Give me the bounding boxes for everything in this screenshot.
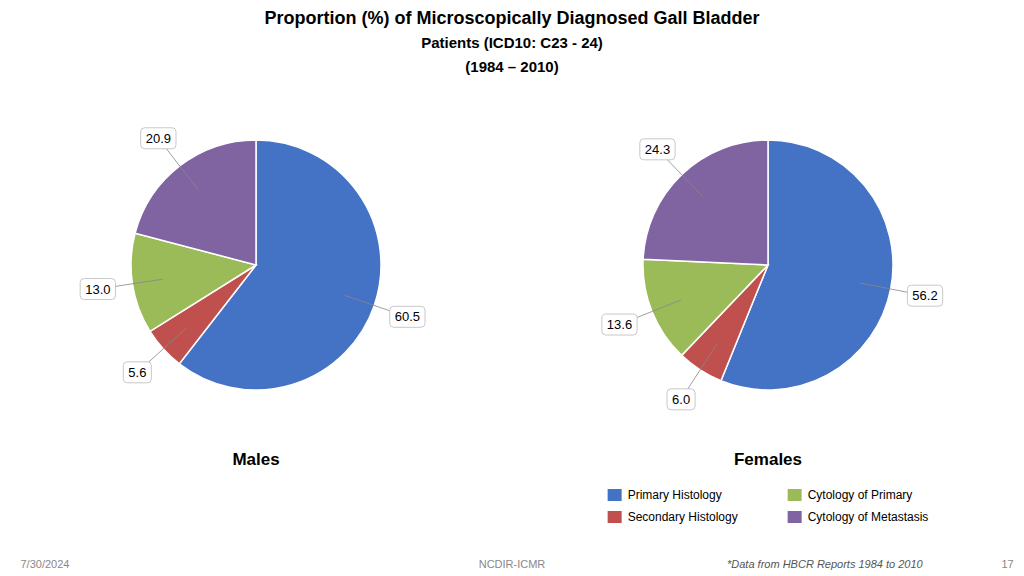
legend-swatch <box>788 511 802 523</box>
legend-label: Cytology of Primary <box>808 488 913 502</box>
label-box <box>640 139 675 160</box>
footer-annotation: 7/30/2024 <box>20 558 69 570</box>
legend-label: Cytology of Metastasis <box>808 510 929 524</box>
legend-swatch <box>608 511 622 523</box>
footer-annotation: NCDIR-ICMR <box>479 558 546 570</box>
data-label: 13.6 <box>607 317 632 332</box>
data-label: 24.3 <box>645 142 670 157</box>
data-label: 60.5 <box>395 309 420 324</box>
chart: Proportion (%) of Microscopically Diagno… <box>0 0 1024 576</box>
label-box <box>141 128 176 149</box>
label-box <box>123 362 151 383</box>
footer-annotation: *Data from HBCR Reports 1984 to 2010 <box>727 558 924 570</box>
pie <box>131 140 381 390</box>
data-label: 5.6 <box>128 365 146 380</box>
data-label: 13.0 <box>85 282 110 297</box>
legend-label: Primary Histology <box>628 488 722 502</box>
label-box <box>602 314 637 335</box>
footer-annotation: 17 <box>1002 558 1014 570</box>
legend-item: Primary Histology <box>608 488 722 502</box>
data-labels: 56.2 6.0 13.6 24.3 <box>602 139 943 410</box>
legend-swatch <box>788 489 802 501</box>
legend-item: Cytology of Metastasis <box>788 510 929 524</box>
label-box <box>390 306 425 327</box>
data-label: 56.2 <box>912 288 937 303</box>
pie <box>643 140 893 390</box>
legend-item: Secondary Histology <box>608 510 738 524</box>
label-box <box>907 285 942 306</box>
data-labels: 60.5 5.6 13.0 20.9 <box>80 128 425 383</box>
pie-title: Females <box>734 450 802 469</box>
legend-swatch <box>608 489 622 501</box>
legend-item: Cytology of Primary <box>788 488 913 502</box>
title: Proportion (%) of Microscopically Diagno… <box>264 8 759 28</box>
data-label: 20.9 <box>146 131 171 146</box>
title: (1984 – 2010) <box>465 58 558 75</box>
label-box <box>667 389 695 410</box>
legend-label: Secondary Histology <box>628 510 738 524</box>
data-label: 6.0 <box>672 392 690 407</box>
pie-title: Males <box>232 450 279 469</box>
legend: Primary Histology Secondary Histology Cyto… <box>608 488 929 524</box>
pie-slice <box>135 140 256 265</box>
title: Patients (ICD10: C23 - 24) <box>421 34 603 51</box>
label-box <box>80 279 115 300</box>
